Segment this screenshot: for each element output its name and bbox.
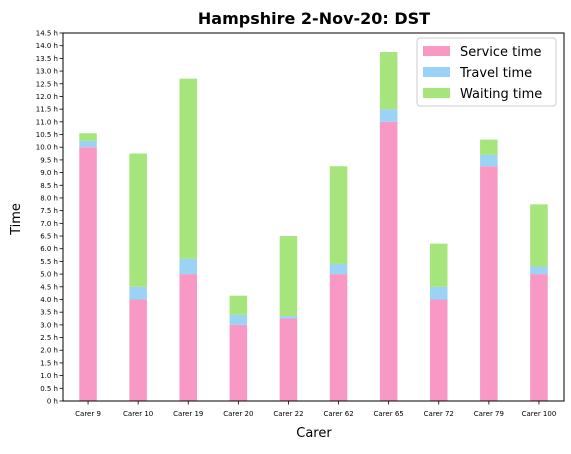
legend: Service time Travel time Waiting time [416, 37, 557, 107]
y-tick-label: 12.0 h [36, 93, 58, 101]
y-tick-label: 6.5 h [40, 233, 58, 241]
axes-frame [62, 32, 565, 402]
y-tick-label: 8.5 h [40, 182, 58, 190]
bar-segment [229, 314, 248, 325]
bar-segment [379, 52, 398, 110]
y-tick-label: 10.0 h [36, 144, 58, 152]
y-tick-label: 1.5 h [40, 359, 58, 367]
x-tick-label: Carer 10 [123, 410, 153, 418]
y-tick-label: 0 h [47, 398, 58, 406]
y-tick-label: 9.5 h [40, 156, 58, 164]
bar-segment [379, 109, 398, 122]
legend-swatch [423, 88, 450, 98]
x-tick-label: Carer 65 [374, 410, 404, 418]
y-tick-label: 12.5 h [36, 80, 58, 88]
y-tick-label: 8.0 h [40, 194, 58, 202]
x-tick-label: Carer 20 [223, 410, 253, 418]
bar-segment [429, 286, 448, 300]
y-tick-label: 11.5 h [36, 106, 58, 114]
y-tick-label: 0.5 h [40, 385, 58, 393]
y-tick-label: 6.0 h [40, 245, 58, 253]
x-tick-label: Carer 72 [424, 410, 454, 418]
y-tick-label: 11.0 h [36, 118, 58, 126]
plot-area: 0 h 0.5 h 1.0 h 1.5 h 2.0 h 2.5 h 3.0 h 3.5 h 4.… [36, 30, 565, 418]
bar-segment [79, 133, 97, 141]
bar-segment [179, 258, 198, 275]
y-tick-label: 4.5 h [40, 283, 58, 291]
bar-segment [279, 236, 298, 316]
x-tick-label: Carer 100 [522, 410, 557, 418]
bar-segment [329, 274, 348, 401]
legend-label: Waiting time [460, 87, 542, 102]
bar-segment [179, 274, 198, 401]
x-tick-label: Carer 62 [323, 410, 353, 418]
bar-segment [429, 299, 448, 401]
bar-segment [480, 166, 498, 401]
y-tick-label: 5.0 h [40, 271, 58, 279]
x-tick-label: Carer 9 [75, 410, 101, 418]
bar-segment [379, 121, 398, 401]
y-tick-label: 3.0 h [40, 321, 58, 329]
bar-segment [279, 318, 298, 401]
y-tick-label: 3.5 h [40, 309, 58, 317]
y-tick-label: 14.0 h [36, 42, 58, 50]
y-tick-label: 13.0 h [36, 68, 58, 76]
bar-segment [129, 286, 147, 300]
legend-frame [416, 37, 557, 107]
legend-swatch [423, 67, 450, 77]
y-tick-label: 1.0 h [40, 372, 58, 380]
bar-segment [530, 266, 548, 275]
bar-segment [229, 324, 248, 401]
legend-label: Service time [460, 45, 542, 60]
bar-segment [229, 295, 248, 315]
y-tick-label: 13.5 h [36, 55, 58, 63]
legend-label: Travel time [459, 66, 532, 81]
bar-segment [179, 78, 198, 259]
x-tick-label: Carer 19 [173, 410, 203, 418]
y-tick-label: 7.5 h [40, 207, 58, 215]
y-axis-label: Time [9, 203, 24, 236]
x-tick-label: Carer 22 [273, 410, 303, 418]
y-tick-label: 2.0 h [40, 347, 58, 355]
bar-segment [329, 263, 348, 275]
chart-title: Hampshire 2-Nov-20: DST [198, 9, 430, 28]
y-tick-label: 2.5 h [40, 334, 58, 342]
bar-segment [480, 139, 498, 155]
bar-segment [129, 299, 147, 401]
y-tick-label: 9.0 h [40, 169, 58, 177]
y-tick-label: 14.5 h [36, 30, 58, 38]
y-tick-label: 4.0 h [40, 296, 58, 304]
bar-segment [79, 140, 97, 148]
y-tick-label: 7.0 h [40, 220, 58, 228]
legend-swatch [423, 46, 450, 56]
bar-segment [530, 204, 548, 267]
bar-segment [530, 274, 548, 401]
x-axis-label: Carer [296, 426, 332, 441]
y-tick-label: 10.5 h [36, 131, 58, 139]
y-tick-label: 5.5 h [40, 258, 58, 266]
bar-segment [429, 243, 448, 287]
bar-segment [129, 153, 147, 287]
bar-segment [79, 147, 97, 401]
bar-segment [329, 166, 348, 264]
x-tick-label: Carer 79 [474, 410, 504, 418]
bar-segment [279, 315, 298, 319]
bar-segment [480, 154, 498, 167]
